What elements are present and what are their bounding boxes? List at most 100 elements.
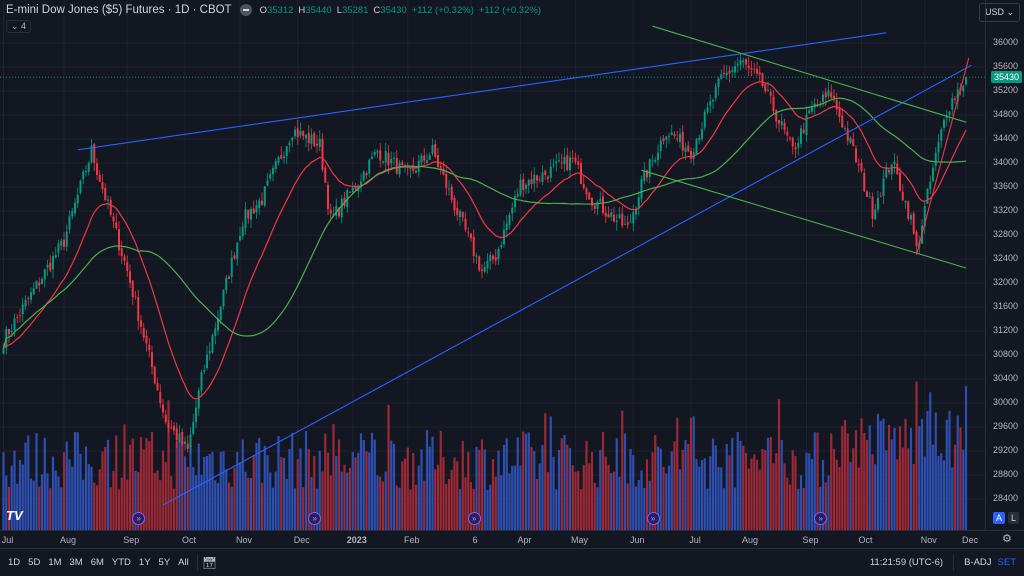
time-axis[interactable]: Jul Aug Sep Oct Nov Dec 2023 Feb 6 Apr May Jun Jul Au… bbox=[0, 530, 1024, 548]
candle-body bbox=[811, 106, 813, 112]
candle-body bbox=[701, 128, 703, 139]
range-ytd[interactable]: YTD bbox=[111, 557, 131, 568]
volume-bar bbox=[123, 424, 126, 530]
volume-bar bbox=[181, 441, 184, 530]
volume-bar bbox=[816, 432, 819, 530]
volume-bar bbox=[915, 381, 918, 530]
volume-bar bbox=[500, 475, 503, 530]
clock-time[interactable]: 11:21:59 (UTC-6) bbox=[869, 557, 944, 568]
volume-bar bbox=[24, 442, 27, 530]
candle-body bbox=[351, 187, 354, 193]
candle-body bbox=[629, 221, 632, 223]
time-tick: Oct bbox=[858, 535, 873, 545]
candle-body bbox=[159, 392, 162, 403]
candle-body bbox=[60, 240, 63, 246]
volume-bar bbox=[359, 433, 363, 530]
candle-body bbox=[723, 72, 725, 74]
candle-body bbox=[340, 198, 343, 218]
candle-body bbox=[764, 84, 767, 92]
volume-bar bbox=[684, 440, 687, 530]
range-3m[interactable]: 3M bbox=[69, 557, 83, 568]
volume-bar bbox=[640, 470, 643, 530]
range-6m[interactable]: 6M bbox=[90, 557, 104, 568]
volume-bar bbox=[909, 427, 913, 530]
auto-scale-button[interactable]: A bbox=[993, 512, 1006, 524]
b-adj-button[interactable]: B-ADJ bbox=[964, 557, 992, 568]
candle-body bbox=[511, 207, 514, 214]
price-chart[interactable] bbox=[0, 0, 985, 530]
volume-bar bbox=[568, 448, 572, 530]
candle-body bbox=[93, 144, 96, 163]
volume-bar bbox=[76, 432, 79, 530]
settings-icon[interactable]: ⚙ bbox=[1002, 533, 1012, 545]
volume-bar bbox=[82, 479, 85, 530]
candle-body bbox=[142, 328, 145, 338]
candle-body bbox=[632, 212, 635, 224]
volume-bar bbox=[552, 456, 555, 530]
volume-bar bbox=[269, 472, 272, 530]
candle-body bbox=[910, 215, 912, 220]
event-marker-icon[interactable]: » bbox=[646, 512, 660, 525]
time-tick: 2023 bbox=[346, 535, 367, 545]
candle-body bbox=[846, 128, 849, 141]
calendar-icon[interactable]: 📅︎ bbox=[201, 555, 217, 570]
volume-bar bbox=[337, 439, 341, 530]
volume-bar bbox=[139, 437, 143, 530]
volume-bar bbox=[618, 476, 621, 530]
minimize-icon[interactable] bbox=[239, 4, 252, 16]
volume-bar bbox=[128, 444, 132, 530]
range-5y[interactable]: 5Y bbox=[158, 557, 171, 568]
volume-bar bbox=[714, 445, 717, 530]
candle-body bbox=[618, 214, 621, 219]
range-5d[interactable]: 5D bbox=[28, 557, 41, 568]
candle-body bbox=[654, 159, 657, 162]
symbol-title[interactable]: E-mini Dow Jones ($5) Futures · 1D · CBO… bbox=[6, 4, 232, 16]
candle-body bbox=[640, 179, 643, 199]
candle-body bbox=[860, 163, 863, 171]
event-marker-icon[interactable]: » bbox=[467, 512, 481, 525]
volume-bar bbox=[412, 452, 415, 530]
volume-bar bbox=[508, 473, 511, 530]
volume-bar bbox=[522, 431, 525, 530]
volume-bar bbox=[923, 456, 926, 530]
range-1d[interactable]: 1D bbox=[8, 557, 21, 568]
event-marker-icon[interactable]: » bbox=[814, 512, 828, 525]
candle-body bbox=[376, 151, 379, 153]
candle-body bbox=[954, 98, 956, 100]
ema-20-line bbox=[3, 81, 967, 400]
price-axis[interactable]: 36000 35600 35200 34800 34400 34000 33600 33200… bbox=[985, 0, 1024, 530]
indicators-toggle[interactable]: ⌄ 4 bbox=[6, 20, 32, 33]
volume-bar bbox=[461, 440, 464, 530]
volume-bar bbox=[296, 459, 299, 530]
range-all[interactable]: All bbox=[178, 557, 189, 568]
volume-bar bbox=[700, 460, 704, 530]
volume-bar bbox=[835, 459, 838, 530]
event-marker-icon[interactable]: » bbox=[308, 512, 322, 525]
volume-bar bbox=[940, 453, 943, 530]
candle-body bbox=[461, 211, 464, 218]
log-scale-button[interactable]: L bbox=[1008, 512, 1020, 524]
volume-bar bbox=[659, 448, 662, 530]
event-marker-icon[interactable]: » bbox=[132, 512, 146, 525]
candle-body bbox=[756, 68, 758, 74]
volume-bar bbox=[549, 416, 552, 530]
candle-body bbox=[291, 137, 294, 141]
volume-bar bbox=[170, 476, 173, 530]
candle-body bbox=[41, 278, 43, 284]
candle-body bbox=[68, 216, 71, 230]
volume-bar bbox=[623, 433, 627, 530]
range-1y[interactable]: 1Y bbox=[138, 557, 151, 568]
volume-bar bbox=[126, 479, 129, 530]
range-1m[interactable]: 1M bbox=[48, 557, 62, 568]
volume-bar bbox=[362, 440, 365, 530]
volume-bar bbox=[557, 449, 561, 530]
candle-body bbox=[118, 229, 120, 251]
volume-bar bbox=[159, 480, 162, 530]
candle-body bbox=[791, 137, 794, 147]
settlement-button[interactable]: SET bbox=[997, 557, 1016, 568]
currency-select[interactable]: USD ⌄ bbox=[978, 3, 1020, 22]
volume-bar bbox=[513, 465, 517, 530]
volume-bar bbox=[755, 459, 759, 530]
candle-body bbox=[948, 111, 951, 115]
tradingview-logo[interactable]: TV bbox=[6, 508, 23, 523]
